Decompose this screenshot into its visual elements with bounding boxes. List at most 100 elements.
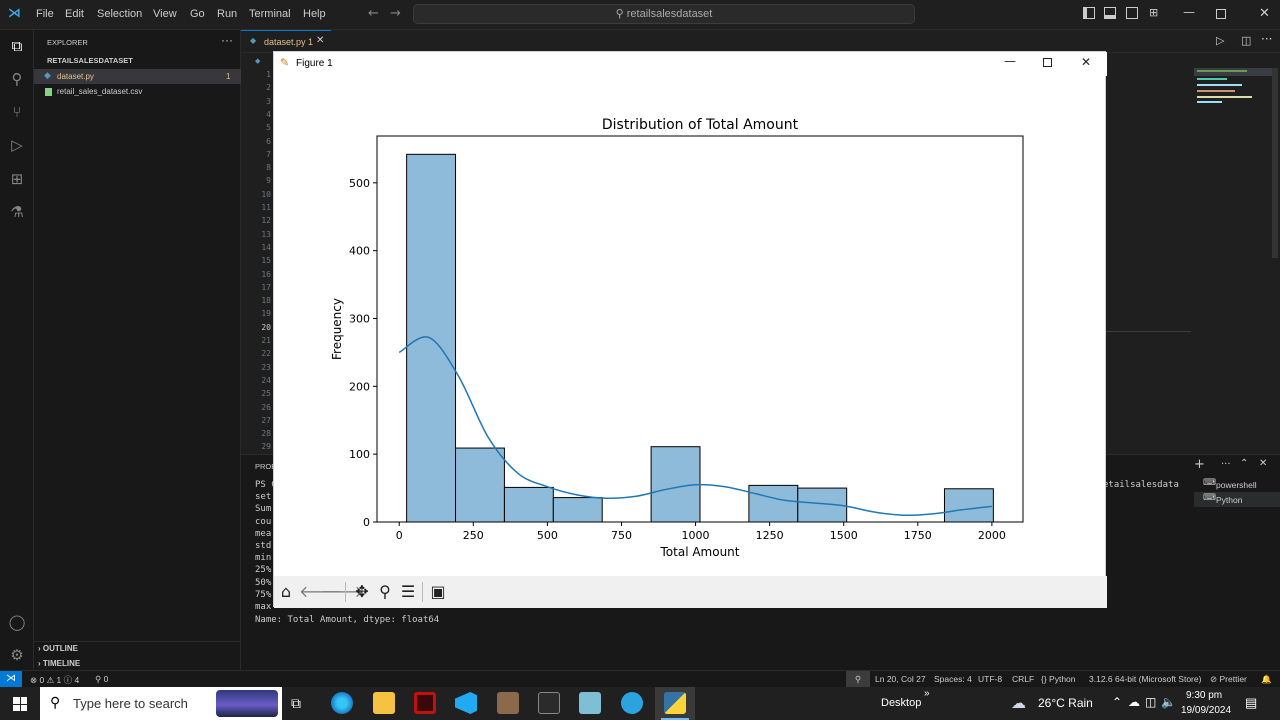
menu-file[interactable]: File: [36, 8, 54, 20]
network-icon[interactable]: ◫: [1145, 695, 1157, 709]
file-explorer-icon[interactable]: [373, 692, 395, 714]
editor-scrollbar[interactable]: [1272, 68, 1278, 258]
menu-view[interactable]: View: [153, 8, 177, 20]
python-interpreter[interactable]: 3.12.6 64-bit (Microsoft Store): [1089, 674, 1202, 684]
search-placeholder: Type here to search: [73, 696, 188, 711]
line-number: 12: [261, 216, 271, 226]
volume-icon[interactable]: 🔈: [1161, 695, 1176, 709]
file-item-dataset-py[interactable]: ◆ dataset.py 1: [34, 69, 241, 84]
app-red-icon[interactable]: [414, 692, 436, 714]
histogram-plot[interactable]: 0 250 500 750 1000 1250 1500 1750 2000 0 100 200 30…: [274, 76, 1107, 576]
configure-icon[interactable]: ☰: [400, 582, 416, 601]
vscode-taskbar-icon[interactable]: [455, 692, 477, 714]
project-folder[interactable]: RETAILSALESDATASET: [47, 56, 133, 65]
figure-maximize-icon[interactable]: [1043, 58, 1052, 67]
menu-help[interactable]: Help: [303, 8, 326, 20]
menu-run[interactable]: Run: [217, 8, 238, 20]
task-view-icon[interactable]: ⧉: [291, 695, 301, 711]
weather-text[interactable]: 26°C Rain: [1038, 696, 1093, 710]
testing-icon[interactable]: ⚗: [10, 203, 24, 221]
indentation[interactable]: Spaces: 4: [934, 674, 972, 684]
onedrive-icon[interactable]: ☁: [1128, 695, 1140, 709]
notification-center-icon[interactable]: ▤: [1245, 695, 1258, 710]
toggle-panel-icon[interactable]: [1104, 7, 1116, 19]
zoom-icon[interactable]: ⚲: [379, 582, 391, 601]
file-item-csv[interactable]: retail_sales_dataset.csv: [34, 84, 241, 99]
back-icon[interactable]: 🡐: [299, 582, 342, 601]
language-mode[interactable]: {} Python: [1041, 674, 1076, 684]
menu-selection[interactable]: Selection: [97, 8, 143, 20]
telegram-icon[interactable]: [621, 692, 643, 714]
extensions-icon[interactable]: ⊞: [10, 170, 24, 188]
customize-layout-icon[interactable]: ⊞: [1149, 6, 1159, 19]
x-tick-label: 1750: [904, 529, 932, 542]
app-game-icon[interactable]: [497, 692, 519, 714]
notifications-icon[interactable]: 🔔: [1261, 674, 1272, 684]
more-actions-icon[interactable]: ···: [221, 33, 233, 47]
panel-more-icon[interactable]: ···: [1221, 459, 1231, 470]
outline-section[interactable]: › OUTLINE: [38, 644, 78, 653]
panel-tab-problems[interactable]: PROB: [255, 462, 277, 471]
app-mw-icon[interactable]: [538, 692, 560, 714]
terminal-item-powershell[interactable]: ⌨ powershell: [1194, 477, 1280, 492]
forward-icon[interactable]: 🡒: [321, 582, 364, 601]
close-panel-icon[interactable]: ✕: [1259, 458, 1268, 469]
menu-edit[interactable]: Edit: [65, 8, 84, 20]
clock-time[interactable]: 9:30 pm: [1186, 690, 1223, 701]
prettier-status[interactable]: ⊘ Prettier: [1210, 674, 1247, 684]
minimize-icon[interactable]: —: [1183, 5, 1195, 19]
toolbar-expand-icon[interactable]: »: [924, 688, 930, 699]
home-icon[interactable]: ⌂: [280, 582, 292, 601]
tray-expand-icon[interactable]: ⌃: [1112, 695, 1123, 709]
close-icon[interactable]: ✕: [1259, 6, 1270, 21]
split-editor-icon[interactable]: ◫: [1241, 34, 1252, 47]
save-icon[interactable]: ▣: [430, 582, 446, 601]
figure-title-bar[interactable]: ✎ Figure 1 — ✕: [274, 52, 1107, 76]
figure-close-icon[interactable]: ✕: [1081, 55, 1092, 69]
problems-status[interactable]: ⊗ 0 ⚠ 1 ⓘ 4: [30, 675, 80, 685]
encoding[interactable]: UTF-8: [978, 674, 1003, 684]
terminal-line: set: [255, 492, 272, 503]
source-control-icon[interactable]: ⑂: [12, 103, 22, 121]
minimap[interactable]: [1194, 68, 1274, 106]
terminal-item-python[interactable]: ⌨ Python: [1194, 492, 1280, 507]
pan-icon[interactable]: ✥: [355, 582, 369, 601]
x-tick-label: 250: [463, 529, 484, 542]
cursor-position[interactable]: Ln 20, Col 27: [875, 674, 926, 684]
timeline-section[interactable]: › TIMELINE: [38, 659, 81, 668]
explorer-files-icon[interactable]: ⧉: [11, 37, 23, 55]
clock-date[interactable]: 19/09/2024: [1181, 705, 1232, 716]
line-ending[interactable]: CRLF: [1012, 674, 1035, 684]
nav-forward-icon[interactable]: →: [390, 6, 401, 21]
zoom-status-icon[interactable]: ⚲: [846, 671, 870, 687]
ports-status[interactable]: ⚲ 0: [95, 674, 109, 684]
nav-back-icon[interactable]: ←: [368, 6, 379, 21]
run-debug-icon[interactable]: ▷: [11, 136, 23, 154]
editor-more-icon[interactable]: ···: [1261, 32, 1273, 46]
tab-close-icon[interactable]: ✕: [316, 35, 325, 46]
x-tick-label: 1500: [830, 529, 858, 542]
maximize-panel-icon[interactable]: ⌃: [1240, 458, 1249, 469]
remote-indicator-icon[interactable]: ⋊: [0, 671, 22, 687]
search-icon[interactable]: ⚲: [11, 70, 23, 88]
toggle-sidebar-icon[interactable]: [1083, 7, 1095, 19]
new-terminal-icon[interactable]: +: [1194, 457, 1205, 472]
windows-start-icon[interactable]: [13, 697, 27, 711]
restore-icon[interactable]: [1216, 9, 1226, 19]
app-notes-icon[interactable]: [579, 692, 601, 714]
desktop-toolbar[interactable]: Desktop: [881, 697, 922, 709]
toggle-secondary-sidebar-icon[interactable]: [1126, 7, 1138, 19]
figure-minimize-icon[interactable]: —: [1004, 54, 1016, 68]
tab-dataset-py[interactable]: ◆ dataset.py 1 ✕: [241, 30, 331, 52]
run-file-icon[interactable]: ▷: [1216, 34, 1225, 47]
account-icon[interactable]: ◯: [8, 613, 26, 631]
menu-go[interactable]: Go: [190, 8, 205, 20]
csv-file-icon: [45, 88, 52, 96]
menu-terminal[interactable]: Terminal: [249, 8, 291, 20]
taskbar-search-box[interactable]: ⚲ Type here to search: [40, 687, 282, 720]
settings-gear-icon[interactable]: ⚙: [10, 646, 24, 664]
python-app-active[interactable]: [655, 687, 695, 720]
minimap-slider: [1194, 68, 1274, 76]
edge-icon[interactable]: [331, 692, 353, 714]
command-center-search[interactable]: ⚲ retailsalesdataset: [413, 4, 915, 24]
